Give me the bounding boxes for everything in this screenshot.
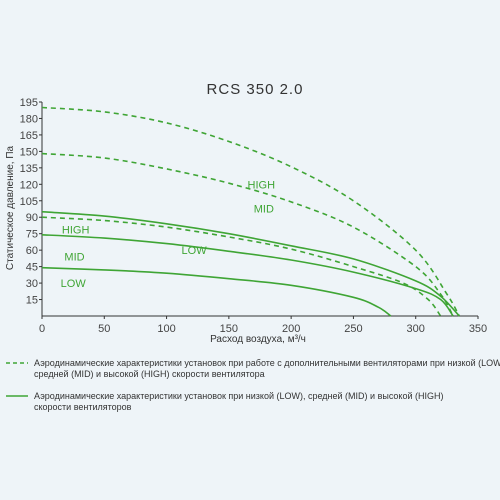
y-tick-label: 105 [20, 196, 38, 208]
axes [41, 102, 478, 317]
series-label-solid-mid: MID [64, 252, 84, 264]
series-label-dashed-low: LOW [182, 245, 208, 257]
legend: Аэродинамические характеристики установо… [6, 358, 500, 412]
series-line-solid-mid [41, 234, 454, 317]
y-tick-label: 135 [20, 163, 38, 175]
legend-text-dashed: Аэродинамические характеристики установо… [34, 358, 500, 368]
y-tick-label: 45 [26, 262, 38, 274]
x-ticks: 0 50 100 150 200 250 300 350 [39, 316, 487, 335]
series-line-solid-low [41, 266, 392, 317]
y-ticks: 15 30 45 60 75 90 105 120 135 150 165 180 195 [20, 97, 42, 307]
y-tick-label: 90 [26, 212, 38, 224]
series-label-dashed-mid: MID [254, 203, 274, 215]
x-tick-label: 250 [344, 323, 362, 335]
series-line-solid-high [41, 210, 460, 317]
chart-title: RCS 350 2.0 [207, 81, 304, 98]
legend-text-dashed: средней (MID) и высокой (HIGH) скорости … [34, 369, 265, 379]
series-label-dashed-high: HIGH [248, 179, 276, 191]
legend-text-solid: Аэродинамические характеристики установо… [34, 391, 444, 401]
x-tick-label: 200 [282, 323, 300, 335]
y-tick-label: 150 [20, 146, 38, 158]
y-tick-label: 30 [26, 278, 38, 290]
x-tick-label: 350 [469, 323, 487, 335]
x-tick-label: 0 [39, 323, 45, 335]
legend-text-solid: скорости вентиляторов [34, 402, 132, 412]
series-labels: HIGH MID LOW HIGH MID LOW [61, 179, 275, 290]
y-tick-label: 180 [20, 113, 38, 125]
y-axis-label: Статическое давление, Па [5, 145, 16, 270]
series-lines [41, 106, 460, 317]
series-line-dashed-mid [41, 152, 454, 317]
series-line-dashed-high [41, 106, 460, 317]
series-label-solid-high: HIGH [62, 224, 90, 236]
y-tick-label: 120 [20, 179, 38, 191]
x-tick-label: 100 [157, 323, 175, 335]
y-tick-label: 75 [26, 229, 38, 241]
x-tick-label: 300 [407, 323, 425, 335]
x-axis-label: Расход воздуха, м³/ч [210, 334, 306, 345]
x-tick-label: 50 [98, 323, 110, 335]
y-tick-label: 15 [26, 295, 38, 307]
series-line-dashed-low [41, 216, 442, 317]
y-tick-label: 165 [20, 130, 38, 142]
y-tick-label: 60 [26, 245, 38, 257]
x-tick-label: 150 [220, 323, 238, 335]
y-tick-label: 195 [20, 97, 38, 109]
series-label-solid-low: LOW [61, 278, 87, 290]
